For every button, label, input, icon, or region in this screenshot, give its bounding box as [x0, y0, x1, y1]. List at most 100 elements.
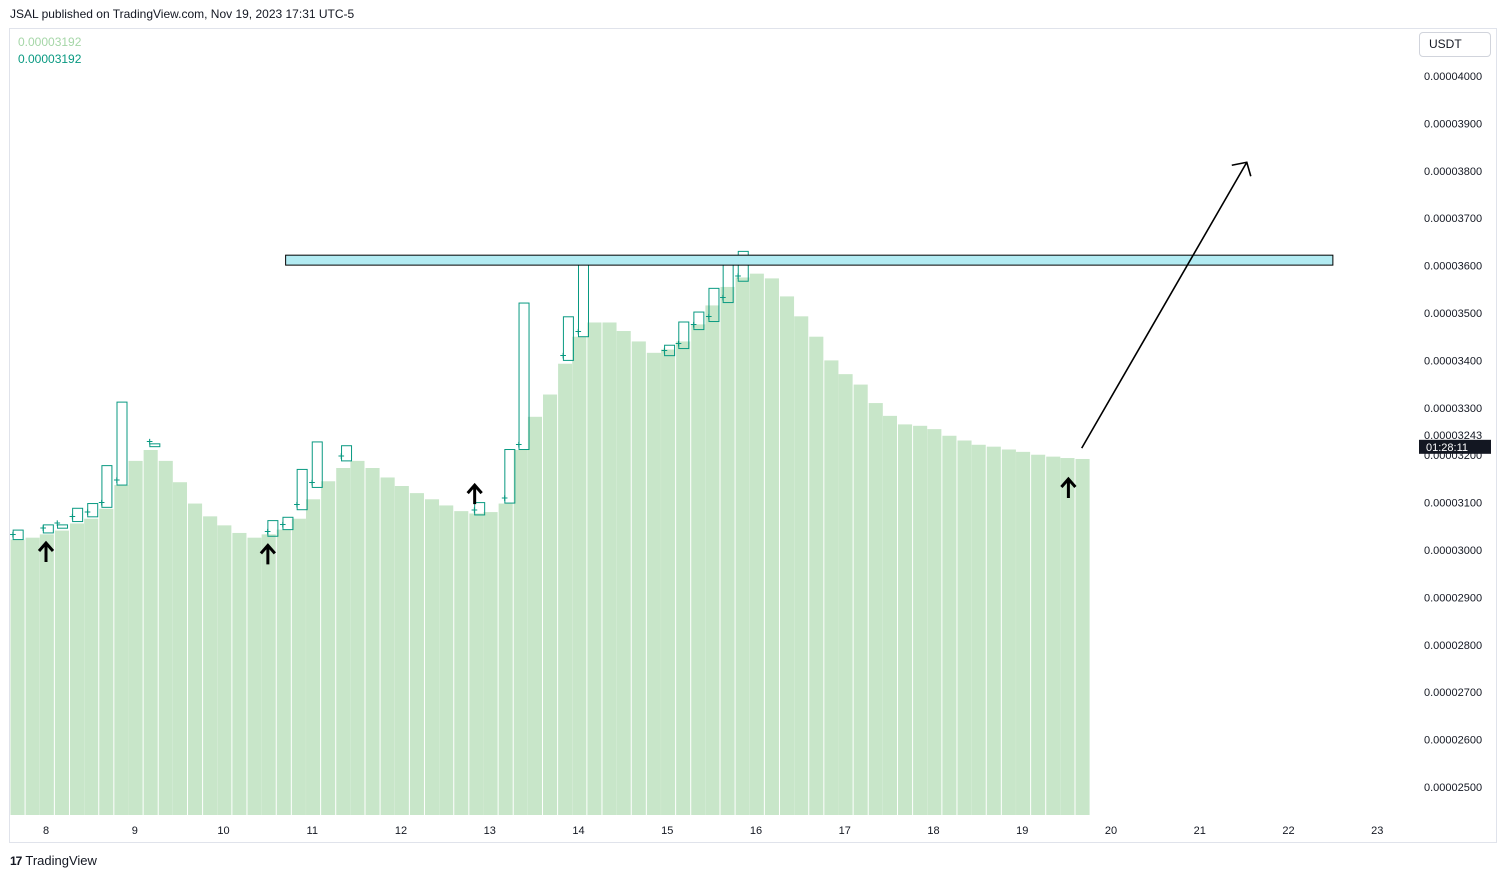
- time-tick-label: 15: [661, 825, 673, 837]
- price-tick-label: 0.00003300: [1424, 403, 1482, 415]
- candle-marker: +: [146, 438, 154, 448]
- time-tick-label: 10: [217, 825, 229, 837]
- arrow-up-icon: [259, 543, 277, 565]
- area-bar: [691, 324, 706, 815]
- price-tick-label: 0.00002700: [1424, 687, 1482, 699]
- candle-marker: +: [734, 272, 742, 282]
- time-tick-label: 21: [1194, 825, 1206, 837]
- area-bar: [602, 322, 617, 815]
- candle-body: [42, 524, 54, 534]
- area-bar: [99, 508, 114, 815]
- time-tick-label: 18: [927, 825, 939, 837]
- candle-marker: +: [501, 494, 509, 504]
- area-bar: [749, 273, 764, 816]
- area-bar: [631, 341, 646, 815]
- area-bar: [143, 449, 158, 815]
- price-tick-label: 0.00003000: [1424, 545, 1482, 557]
- candle-body: [504, 449, 516, 504]
- price-tick-label: 0.00003100: [1424, 498, 1482, 510]
- candle-body: [87, 503, 99, 518]
- area-bar: [838, 374, 853, 815]
- chart-frame[interactable]: [9, 28, 1497, 843]
- area-bar: [365, 467, 380, 815]
- area-bar: [483, 512, 498, 815]
- tradingview-footer[interactable]: 17 TradingView: [10, 853, 97, 868]
- price-tick-label: 0.00003900: [1424, 118, 1482, 130]
- area-bar: [350, 460, 365, 815]
- area-bar: [1046, 456, 1061, 815]
- area-bar: [498, 503, 513, 815]
- area-bar: [764, 278, 779, 815]
- area-bar: [957, 440, 972, 815]
- candle-body: [737, 250, 749, 282]
- candle-marker: +: [98, 498, 106, 508]
- price-tick-label: 0.00003500: [1424, 308, 1482, 320]
- price-tick-label: 0.00002900: [1424, 592, 1482, 604]
- candle-body: [708, 287, 720, 323]
- price-tick-label: 0.00003800: [1424, 166, 1482, 178]
- area-bar: [942, 435, 957, 815]
- candle-body: [341, 445, 353, 462]
- area-bar: [321, 481, 336, 815]
- annotations-layer: [37, 161, 1334, 565]
- time-tick-label: 22: [1282, 825, 1294, 837]
- price-tick-label: 0.00003600: [1424, 261, 1482, 273]
- tradingview-logo-icon: 17: [10, 853, 22, 868]
- trend-arrow-head-icon: [1231, 161, 1252, 177]
- time-tick-label: 9: [132, 825, 138, 837]
- area-bar: [454, 511, 469, 815]
- area-bars-layer: [10, 273, 1090, 816]
- time-tick-label: 13: [484, 825, 496, 837]
- arrow-up-icon: [1060, 476, 1077, 499]
- candle-body: [12, 529, 24, 541]
- candle-body: [664, 344, 676, 357]
- area-bar: [986, 446, 1001, 815]
- area-bar: [1031, 454, 1046, 815]
- candle-body: [282, 516, 294, 531]
- time-tick-label: 19: [1016, 825, 1028, 837]
- candle-marker: +: [69, 513, 77, 523]
- price-tick-label: 0.00004000: [1424, 71, 1482, 83]
- candle-body: [57, 524, 69, 529]
- candle-marker: +: [54, 519, 62, 529]
- area-bar: [572, 336, 587, 815]
- area-bar: [1016, 451, 1031, 815]
- currency-selector-button[interactable]: USDT: [1419, 32, 1491, 57]
- area-bar: [409, 493, 424, 815]
- area-bar: [203, 516, 218, 815]
- candle-marker: +: [675, 340, 683, 350]
- area-bar: [69, 523, 85, 815]
- area-bar: [291, 518, 306, 815]
- candle-marker: +: [719, 294, 727, 304]
- arrow-up-icon: [37, 540, 55, 562]
- candle-body: [311, 441, 323, 488]
- price-tick-label: 0.00002600: [1424, 735, 1482, 747]
- time-tick-label: 17: [839, 825, 851, 837]
- area-bar: [809, 336, 824, 815]
- area-bar: [794, 316, 809, 815]
- candle-body: [72, 507, 84, 523]
- candle-marker: +: [338, 452, 346, 462]
- area-bar: [25, 537, 40, 815]
- area-bar: [380, 477, 395, 815]
- area-bar: [10, 539, 25, 815]
- price-tick-label: 0.00003700: [1424, 213, 1482, 225]
- time-tick-label: 8: [43, 825, 49, 837]
- area-bar: [469, 513, 484, 815]
- candle-marker: +: [279, 521, 287, 531]
- area-bar: [882, 415, 897, 815]
- candle-marker: +: [515, 441, 523, 451]
- candle-marker: +: [471, 506, 479, 516]
- area-bar: [1075, 458, 1090, 815]
- area-bar: [306, 499, 321, 815]
- area-bar: [676, 341, 691, 815]
- candle-marker: +: [661, 347, 669, 357]
- candle-body: [296, 468, 308, 511]
- candle-body: [149, 443, 161, 448]
- legend-candle-value: 0.00003192: [18, 52, 82, 66]
- candle-marker: +: [264, 527, 272, 537]
- area-bar: [616, 331, 631, 815]
- time-tick-label: 20: [1105, 825, 1117, 837]
- candle-body: [518, 302, 530, 451]
